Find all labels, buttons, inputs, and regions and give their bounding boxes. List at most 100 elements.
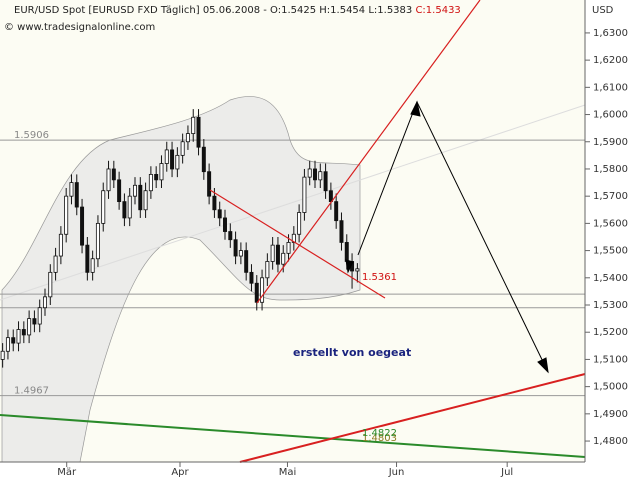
candle-body — [344, 242, 349, 262]
candle-body — [111, 168, 116, 181]
chart-title: EUR/USD Spot [EURUSD FXD Täglich] 05.06.… — [14, 5, 461, 16]
y-tick-label: 1,5800 — [593, 164, 628, 175]
y-tick-label: 1,5200 — [593, 327, 628, 338]
candle-body — [37, 307, 42, 325]
candle-body — [196, 116, 201, 148]
candle-body — [90, 258, 95, 273]
candle-body — [80, 206, 85, 246]
candle-body — [270, 244, 275, 262]
y-axis-label: USD — [592, 5, 614, 16]
candle-body — [228, 231, 233, 241]
candle-body — [207, 171, 212, 197]
annotation: 1.4803 — [362, 433, 397, 444]
candle-body — [201, 146, 206, 173]
candle-body — [5, 337, 10, 352]
candle-body — [106, 168, 111, 192]
y-tick-label: 1,5600 — [593, 218, 628, 229]
candle-body — [265, 261, 270, 279]
candle-body — [95, 222, 100, 260]
candle-body — [217, 209, 222, 219]
candle-body — [275, 244, 280, 265]
candle-body — [159, 163, 164, 181]
y-tick-label: 1,5500 — [593, 246, 628, 257]
level-label: 1.4967 — [14, 386, 49, 397]
candle-body — [334, 201, 339, 222]
candle-body — [313, 168, 317, 181]
candle-body — [27, 318, 32, 336]
candle-body — [307, 168, 312, 178]
candle-body — [185, 133, 190, 143]
candle-body — [64, 195, 69, 235]
candle-body — [48, 271, 53, 298]
candle-body — [164, 149, 169, 164]
x-tick-label: Mär — [57, 467, 77, 478]
candle-body — [328, 190, 333, 203]
candle-body — [323, 171, 328, 192]
candle-body — [133, 184, 137, 197]
y-tick-label: 1,6200 — [593, 55, 628, 66]
candle-body — [32, 318, 37, 325]
annotation: 1.4822 — [362, 428, 397, 439]
candle-body — [122, 201, 127, 219]
title-main: EUR/USD Spot [EURUSD FXD Täglich] 05.06.… — [14, 5, 412, 16]
candle-body — [0, 350, 5, 360]
candle-body — [233, 239, 238, 257]
y-tick-label: 1,5000 — [593, 382, 628, 393]
trend-line-green — [0, 414, 586, 458]
candle-body — [175, 154, 180, 170]
candle-body — [58, 233, 63, 257]
candle-body — [11, 337, 16, 344]
candle-body — [180, 141, 185, 156]
candle-body — [260, 277, 265, 303]
candle-body — [16, 329, 21, 344]
y-tick-label: 1,4800 — [593, 436, 628, 447]
candle-body — [154, 174, 159, 181]
y-tick-label: 1,4900 — [593, 409, 628, 420]
annotation: 1.5361 — [362, 272, 397, 283]
candle-body — [238, 250, 243, 257]
candle-body — [101, 190, 106, 224]
candle-body — [302, 176, 307, 213]
annotation: erstellt von oegeat — [293, 346, 411, 359]
candle-body — [143, 190, 148, 211]
candle-body — [170, 149, 175, 170]
candle-body — [138, 184, 143, 211]
arrow-head — [410, 100, 421, 117]
candle-body — [339, 220, 344, 243]
candle-body — [21, 329, 26, 336]
candle-body — [212, 195, 217, 211]
candle-body — [43, 296, 47, 309]
y-tick-label: 1,5400 — [593, 273, 628, 284]
source: © www.tradesignalonline.com — [4, 22, 155, 33]
candle-body — [249, 271, 254, 284]
candle-body — [127, 195, 132, 219]
level-label: 1.5906 — [14, 130, 49, 141]
candle-body — [223, 217, 227, 232]
y-tick-label: 1,5700 — [593, 191, 628, 202]
candle-body — [355, 268, 360, 272]
regression-line — [0, 104, 586, 301]
y-tick-label: 1,6100 — [593, 82, 628, 93]
candle-body — [74, 182, 79, 208]
candle-body — [286, 242, 291, 254]
x-tick-label: Apr — [171, 467, 189, 478]
y-tick-label: 1,6300 — [593, 28, 628, 39]
candle-body — [281, 252, 286, 265]
x-tick-label: Jul — [500, 467, 513, 478]
trend-line-red — [256, 0, 481, 304]
candle-body — [53, 255, 58, 273]
trend-line-red — [239, 373, 586, 463]
candle-body — [85, 244, 90, 273]
y-tick-label: 1,6000 — [593, 110, 628, 121]
candle-body — [191, 116, 196, 134]
title-close: C:1.5433 — [415, 5, 460, 16]
candle-body — [254, 282, 259, 303]
y-tick-label: 1,5100 — [593, 354, 628, 365]
candle-body — [148, 174, 153, 192]
candle-body — [69, 182, 74, 197]
candle-body — [117, 179, 122, 203]
y-tick-label: 1,5300 — [593, 300, 628, 311]
y-tick-label: 1,5900 — [593, 137, 628, 148]
trend-line-red — [209, 189, 386, 299]
